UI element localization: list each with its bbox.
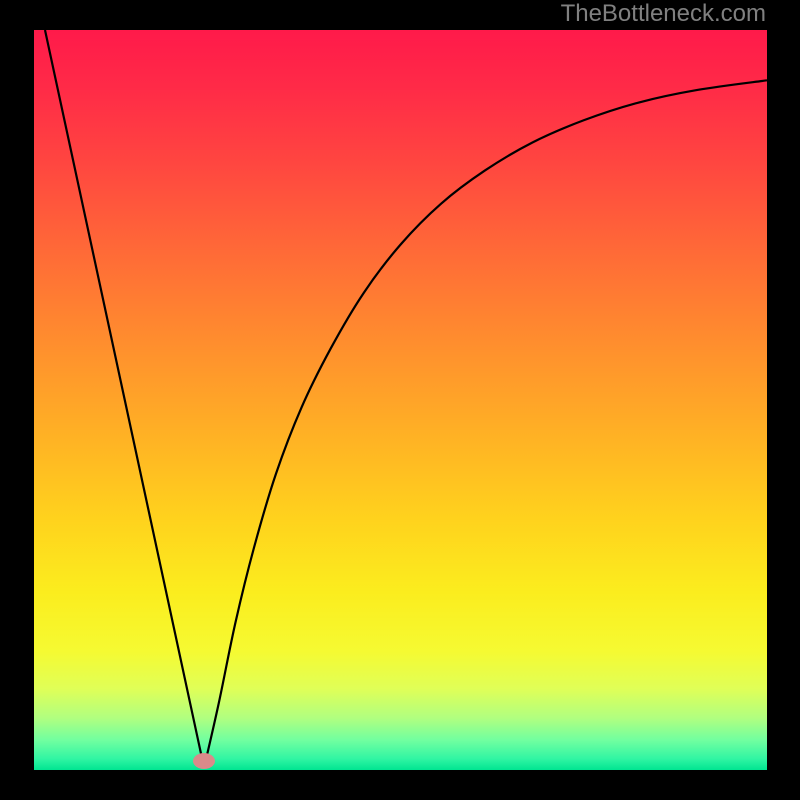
watermark-text: TheBottleneck.com [561, 0, 766, 28]
plot-area [34, 30, 767, 770]
chart-container: TheBottleneck.com [0, 0, 800, 800]
min-point-marker [193, 753, 215, 769]
bottleneck-curve [34, 30, 767, 770]
